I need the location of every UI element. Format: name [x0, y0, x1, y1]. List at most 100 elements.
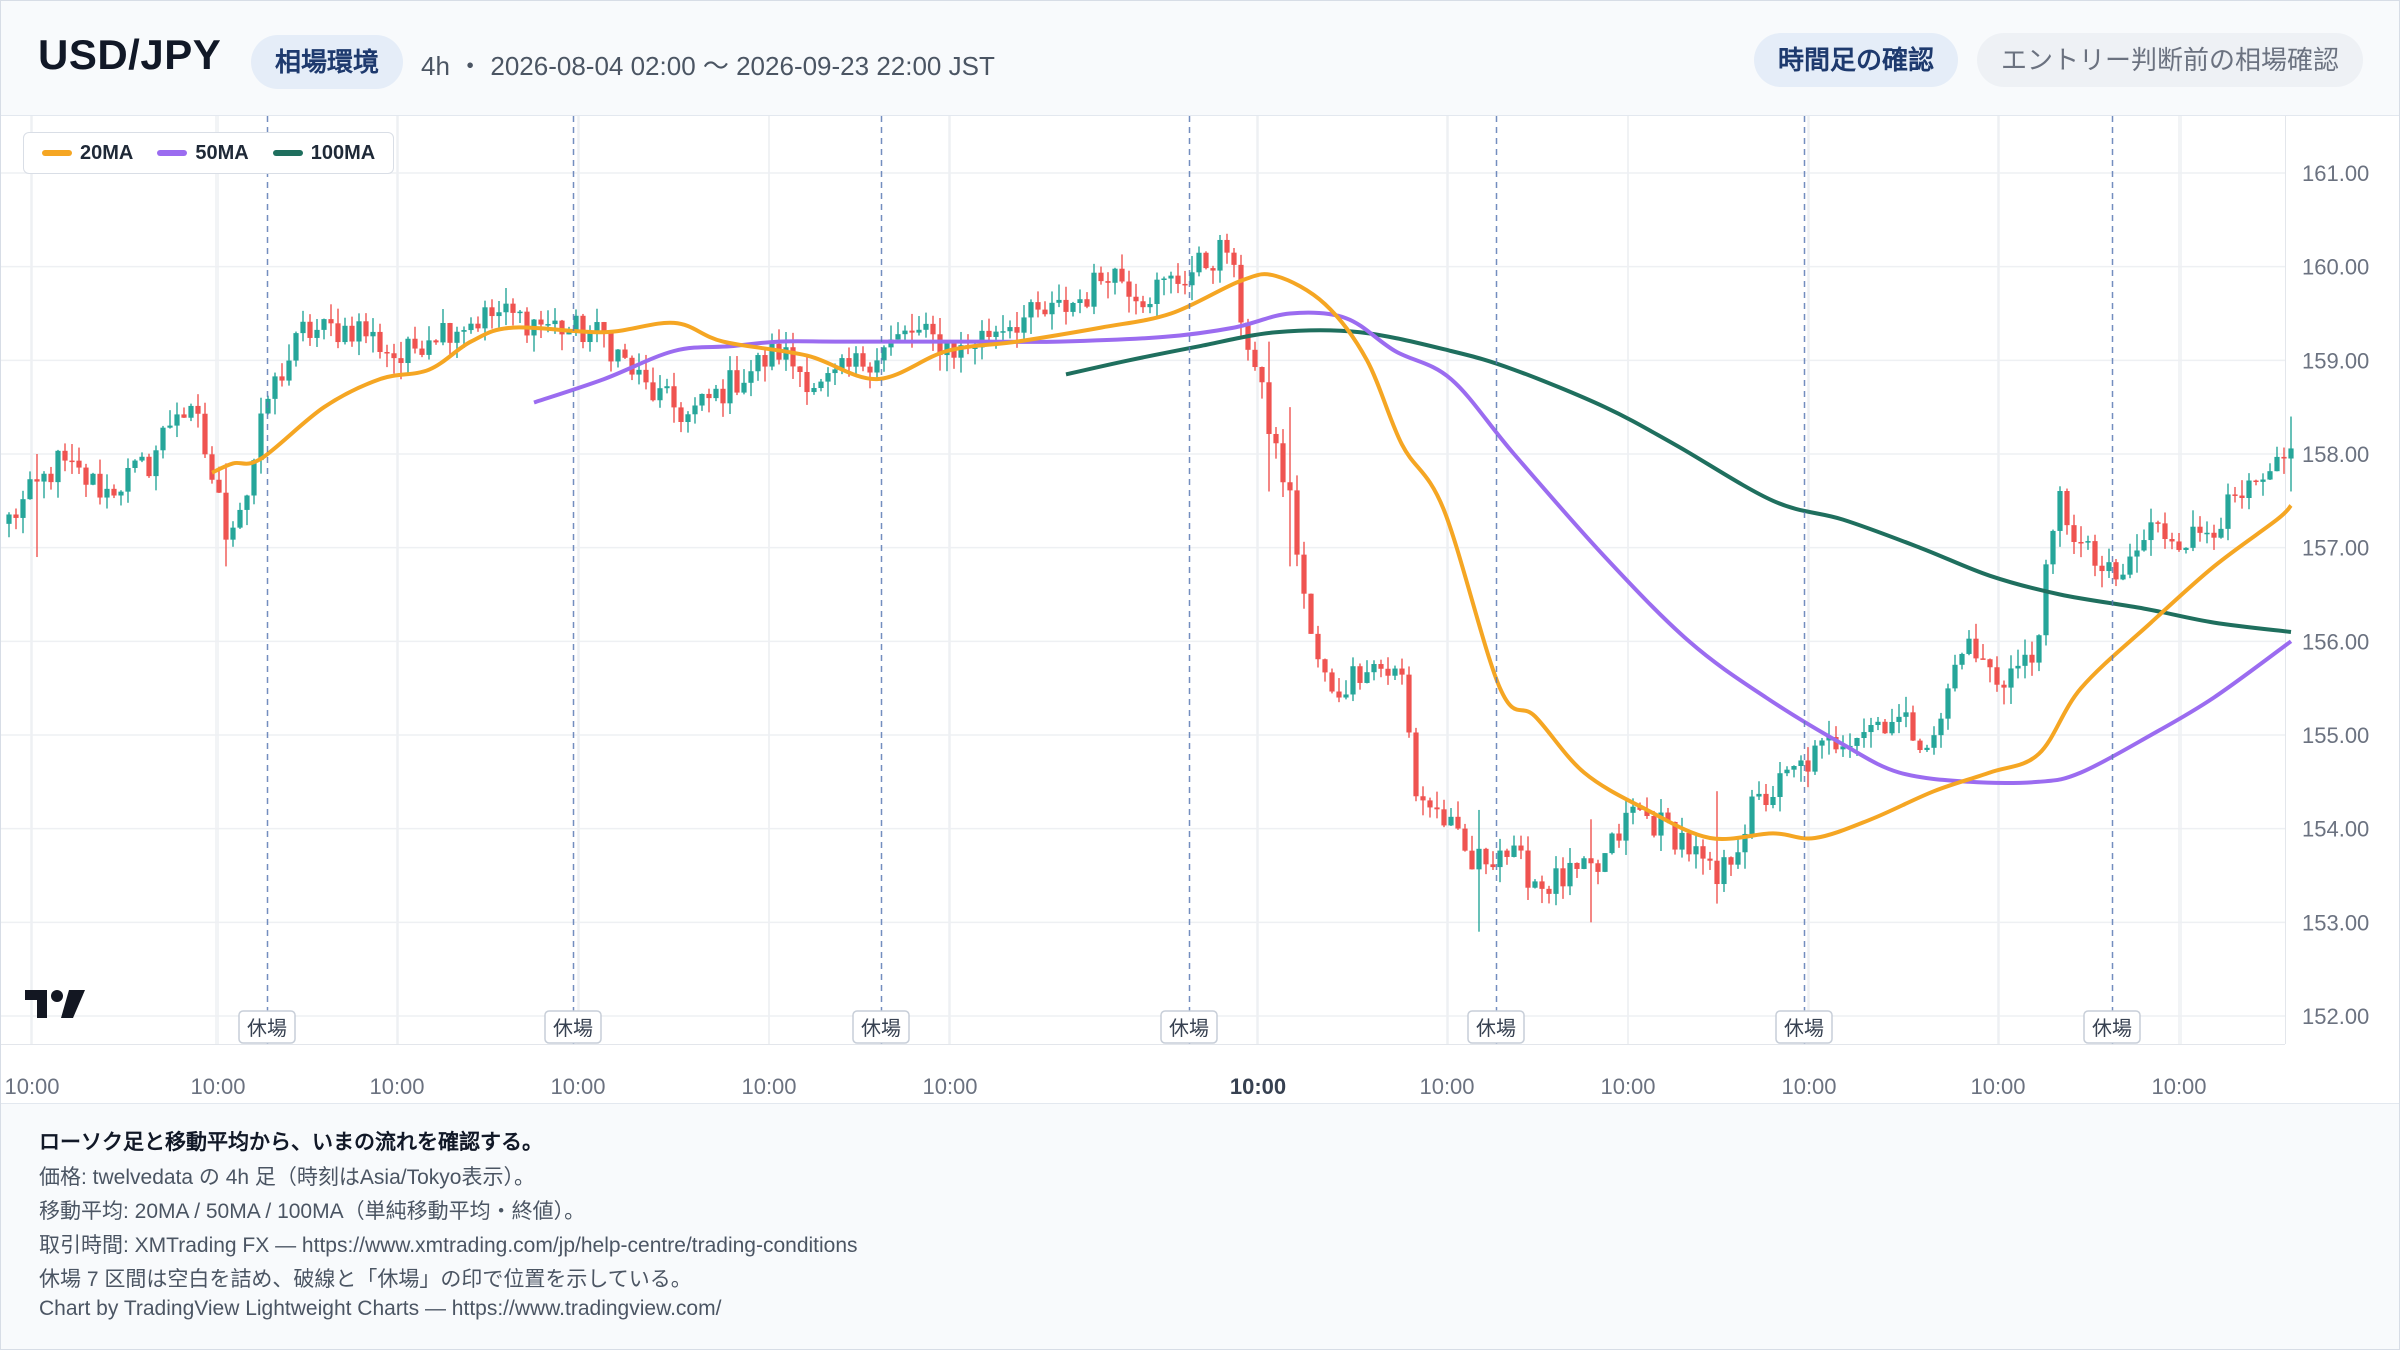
timeframe-check-button[interactable]: 時間足の確認 — [1754, 33, 1959, 87]
candle-body — [1140, 301, 1146, 308]
candle-body — [1658, 812, 1664, 836]
candle-body — [209, 454, 215, 480]
plot-background — [1, 116, 2285, 1044]
candle-body — [1532, 881, 1538, 888]
candle-body — [1518, 845, 1524, 851]
candle-body — [1896, 716, 1902, 722]
footer-line-credit: Chart by TradingView Lightweight Charts … — [39, 1297, 722, 1320]
ma50-line — [533, 310, 2293, 785]
candle-body — [734, 370, 740, 393]
candle-body — [1112, 268, 1118, 283]
candle-body — [1301, 554, 1307, 594]
candle-body — [923, 323, 929, 330]
candle-body — [2169, 539, 2175, 542]
candle-body — [1994, 667, 2000, 685]
candle-body — [1889, 721, 1895, 734]
candle-body — [1595, 863, 1601, 872]
candle-body — [1931, 735, 1937, 748]
symbol-title: USD/JPY — [38, 31, 222, 78]
candle-body — [321, 319, 327, 330]
candle-body — [1189, 272, 1195, 286]
candle-body — [832, 369, 838, 374]
closed-marker-box — [2083, 1010, 2141, 1044]
x-tick-label: 10:00 — [1781, 1074, 1836, 1099]
candle-body — [2197, 526, 2203, 533]
candle-body — [1091, 272, 1097, 307]
candle-body — [741, 382, 747, 393]
candle-body — [1560, 868, 1566, 887]
candle-body — [657, 388, 663, 401]
candle-body — [1805, 760, 1811, 772]
candle-body — [2001, 684, 2007, 688]
candle-body — [1784, 769, 1790, 774]
candle-body — [706, 393, 712, 399]
candle-body — [825, 373, 831, 382]
candle-body — [1420, 796, 1426, 801]
environment-tab[interactable]: 相場環境 — [251, 35, 404, 89]
x-tick-label: 10:00 — [1970, 1074, 2025, 1099]
legend-item-100ma: 100MA — [272, 141, 376, 165]
candle-body — [2148, 522, 2154, 541]
candle-body — [1511, 845, 1517, 857]
candle-body — [1588, 858, 1594, 864]
candle-body — [1007, 327, 1013, 332]
candle-body — [20, 499, 26, 518]
candle-body — [1679, 832, 1685, 850]
x-tick-label: 10:00 — [1600, 1074, 1655, 1099]
candle-body — [461, 330, 467, 332]
candle-body — [2155, 522, 2161, 524]
candle-body — [454, 331, 460, 343]
candle-body — [174, 414, 180, 426]
candle-body — [2057, 491, 2063, 531]
candle-body — [1385, 668, 1391, 676]
candle-body — [398, 358, 404, 364]
x-tick-label: 10:00 — [1419, 1074, 1474, 1099]
closed-marker: 休場 — [1467, 1010, 1525, 1044]
candle-body — [2064, 491, 2070, 526]
candle-body — [1392, 668, 1398, 676]
candle-body — [223, 492, 229, 540]
x-tick-label: 10:00 — [741, 1074, 796, 1099]
candle-body — [1210, 268, 1216, 271]
candle-body — [1084, 299, 1090, 307]
candle-body — [2113, 562, 2119, 580]
candle-body — [433, 340, 439, 343]
candle-body — [132, 460, 138, 468]
candle-body — [1049, 302, 1055, 315]
candle-body — [1126, 281, 1132, 297]
candle-body — [2246, 480, 2252, 498]
price-chart[interactable]: 161.00 160.00 159.00 158.00 157.00 156.00 155.… — [1, 116, 2399, 1103]
candle-body — [1413, 732, 1419, 797]
candle-body — [251, 460, 257, 496]
candle-body — [1763, 793, 1769, 806]
candle-body — [118, 491, 124, 496]
candle-body — [1462, 828, 1468, 851]
candle-body — [1819, 740, 1825, 746]
candle-body — [2085, 541, 2091, 543]
candle-body — [160, 427, 166, 451]
candle-body — [839, 358, 845, 370]
candle-body — [2281, 456, 2287, 459]
candle-body — [1336, 691, 1342, 698]
candle-body — [1147, 303, 1153, 308]
x-tick-label: 10:00 — [4, 1074, 59, 1099]
closed-marker: 休場 — [1160, 1010, 1218, 1044]
candle-body — [552, 320, 558, 325]
closed-marker: 休場 — [852, 1010, 910, 1044]
candle-body — [258, 413, 264, 461]
candle-body — [678, 407, 684, 423]
candle-body — [384, 352, 390, 354]
candle-body — [34, 479, 40, 482]
entry-check-button[interactable]: エントリー判断前の相場確認 — [1977, 33, 2364, 87]
candle-body — [1098, 272, 1104, 282]
closed-marker-label: 休場 — [1169, 1016, 1209, 1040]
legend-swatch-50ma — [157, 150, 188, 156]
chart-area[interactable]: 161.00 160.00 159.00 158.00 157.00 156.00 155.… — [1, 116, 2399, 1103]
legend-label-100ma: 100MA — [310, 141, 376, 164]
candle-body — [1231, 252, 1237, 265]
footer-line-closed: 休場 7 区間は空白を詰め、破線と「休場」の印で位置を示している。 — [39, 1268, 692, 1291]
candle-body — [804, 371, 810, 393]
candle-body — [1945, 688, 1951, 719]
candle-body — [1329, 672, 1335, 692]
closed-marker: 休場 — [238, 1010, 296, 1044]
